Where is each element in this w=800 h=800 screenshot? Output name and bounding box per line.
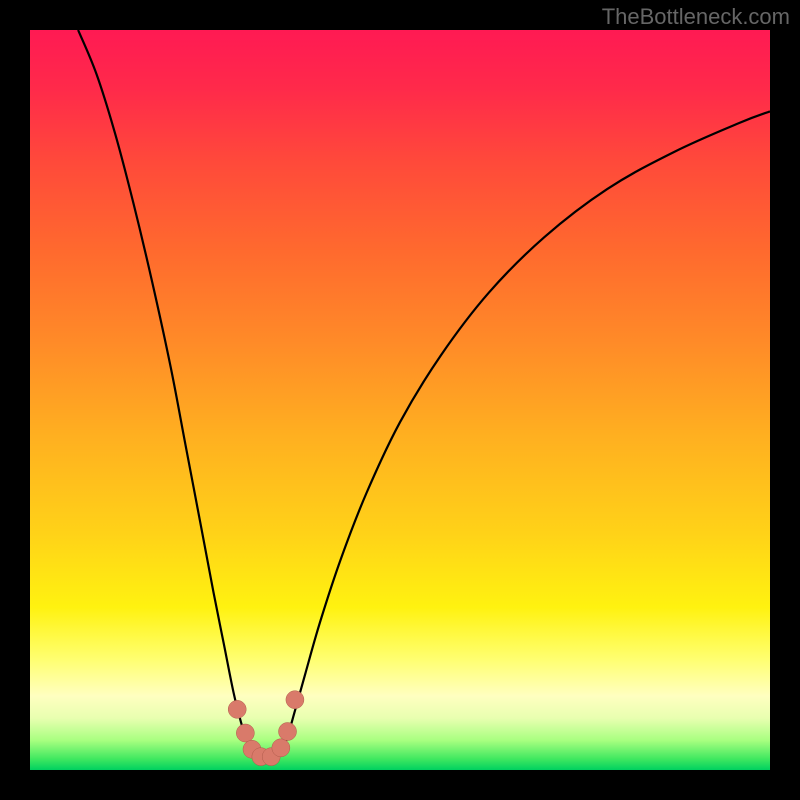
watermark-text: TheBottleneck.com (602, 4, 790, 30)
marker-point (272, 739, 290, 757)
curve-layer (30, 30, 770, 770)
marker-point (228, 700, 246, 718)
marker-point (279, 723, 297, 741)
curve-left-branch (78, 30, 252, 752)
curve-right-branch (282, 111, 770, 751)
marker-point (286, 691, 304, 709)
plot-area (30, 30, 770, 770)
marker-point (236, 724, 254, 742)
marker-cluster (228, 691, 304, 766)
